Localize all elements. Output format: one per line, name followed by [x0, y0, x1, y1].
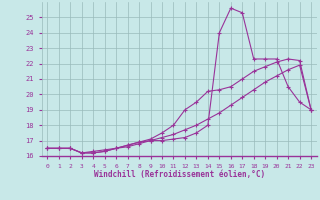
X-axis label: Windchill (Refroidissement éolien,°C): Windchill (Refroidissement éolien,°C)	[94, 170, 265, 179]
